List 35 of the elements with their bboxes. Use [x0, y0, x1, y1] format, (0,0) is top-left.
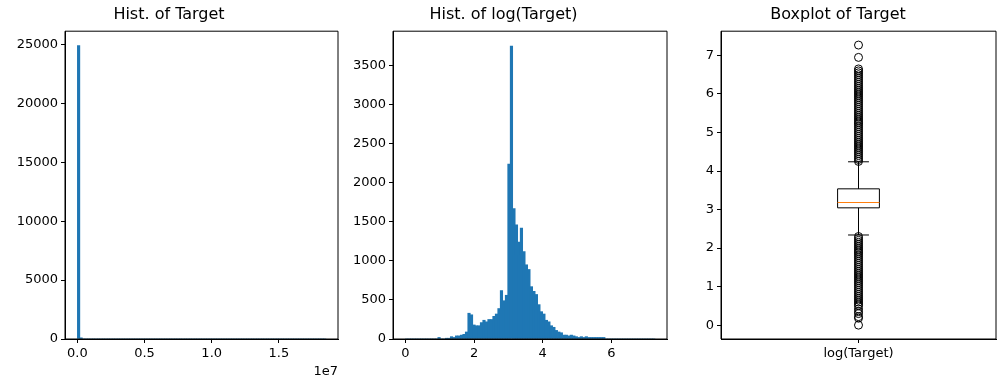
x-tick-label: 0.5 [134, 345, 155, 361]
text: 1e7 [313, 362, 338, 378]
y-tick-label: 5000 [24, 271, 58, 287]
x-tick-label: 0 [401, 345, 410, 361]
y-tick-label: 1000 [352, 252, 386, 268]
chart-title: Boxplot of Target [770, 3, 906, 23]
y-tick-label: 5 [705, 123, 714, 139]
chart-title: Hist. of Target [113, 3, 225, 23]
y-tick-label: 500 [361, 291, 386, 307]
y-tick-label: 6 [705, 85, 714, 101]
y-tick-label: 2500 [352, 135, 386, 151]
y-tick-label: 3000 [352, 96, 386, 112]
x-tick-label: 4 [538, 345, 547, 361]
y-tick-label: 0 [377, 330, 386, 346]
y-tick-label: 3 [705, 200, 714, 216]
x-tick-label: 2 [469, 345, 479, 361]
x-tick-label: log(Target) [823, 345, 894, 361]
y-tick-label: 3500 [352, 56, 386, 72]
y-tick-label: 2000 [352, 174, 386, 190]
y-tick-label: 0 [49, 330, 58, 346]
x-tick-label: 0.0 [67, 345, 88, 361]
y-tick-label: 7 [705, 46, 714, 62]
y-tick-label: 1 [705, 277, 714, 293]
y-tick-label: 15000 [16, 153, 58, 169]
y-tick-label: 25000 [16, 35, 58, 51]
y-tick-label: 10000 [16, 212, 58, 228]
y-tick-label: 2 [705, 239, 714, 255]
x-tick-label: 1.0 [201, 345, 223, 361]
x-tick-label: 1.5 [268, 345, 290, 361]
x-tick-label: 6 [607, 345, 616, 361]
y-tick-label: 4 [705, 162, 714, 178]
y-tick-label: 20000 [16, 94, 58, 110]
chart-title: Hist. of log(Target) [429, 3, 578, 23]
y-tick-label: 0 [705, 316, 714, 332]
y-tick-label: 1500 [352, 213, 386, 229]
